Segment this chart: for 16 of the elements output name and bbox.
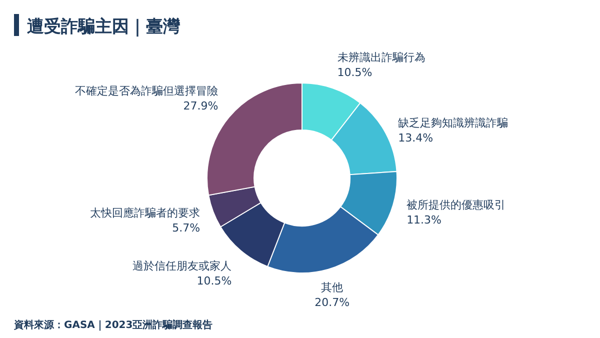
data-label: 5.7% xyxy=(172,222,200,235)
chart-title: 遭受詐騙主因｜臺灣 xyxy=(27,17,181,37)
data-label: 27.9% xyxy=(183,99,218,112)
slice-label: 被所提供的優惠吸引 xyxy=(406,198,506,212)
slice-label: 缺乏足夠知識辨識詐騙 xyxy=(398,116,508,130)
slice-label: 太快回應詐騙者的要求 xyxy=(90,206,200,220)
data-label: 10.5% xyxy=(337,66,372,79)
data-label: 10.5% xyxy=(196,274,232,288)
slice-label: 其他 xyxy=(321,280,344,294)
slice-label: 未辨識出詐騙行為 xyxy=(337,50,426,64)
slice-label: 不確定是否為詐騙但選擇冒險 xyxy=(75,84,218,98)
data-label: 11.3% xyxy=(406,214,442,227)
data-label: 20.7% xyxy=(314,296,350,309)
source-note: 資料來源：GASA｜2023亞洲詐騙調查報告 xyxy=(13,319,213,331)
data-label: 13.4% xyxy=(398,132,434,145)
slice-label: 過於信任朋友或家人 xyxy=(132,259,232,272)
